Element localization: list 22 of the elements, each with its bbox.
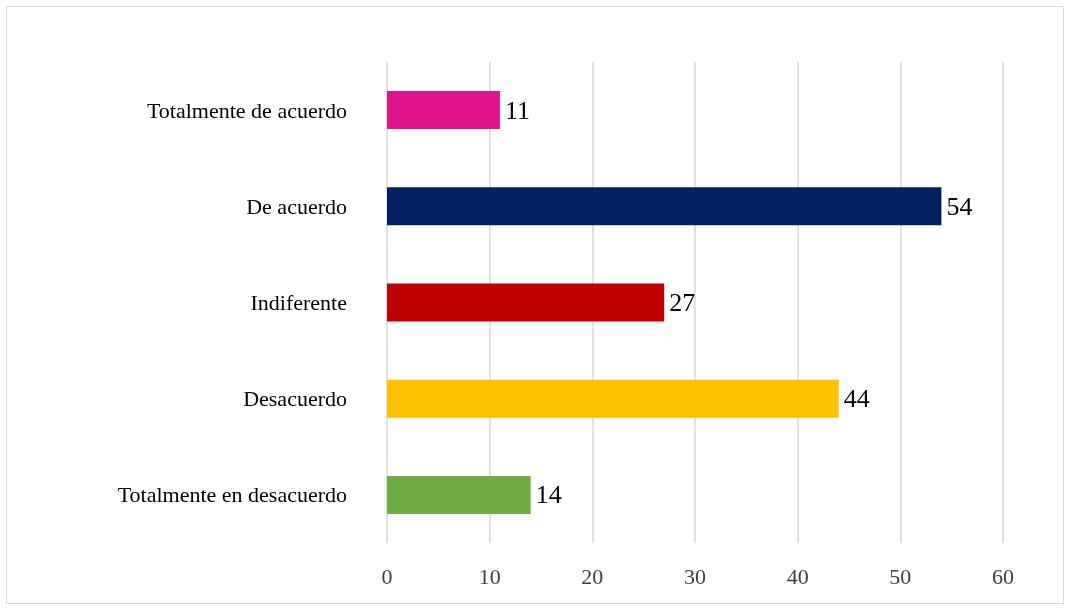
x-tick-label: 60 [992, 563, 1014, 589]
bar [387, 475, 531, 514]
y-tick-label: Totalmente en desacuerdo [117, 482, 347, 508]
data-label: 27 [669, 288, 696, 317]
x-tick-label: 10 [478, 563, 501, 589]
bar [387, 91, 500, 130]
bar [387, 187, 942, 226]
bar [387, 379, 839, 418]
x-tick-label: 30 [684, 563, 706, 589]
data-label: 14 [535, 480, 562, 510]
bar [387, 283, 665, 322]
x-tick-label: 0 [381, 563, 393, 589]
y-tick-label: Totalmente de acuerdo [146, 97, 347, 123]
y-tick-label: Desacuerdo [243, 386, 347, 412]
y-tick-label: Indiferente [250, 290, 347, 315]
data-label: 11 [504, 95, 530, 125]
x-tick-label: 20 [581, 563, 604, 589]
x-tick-label: 40 [786, 563, 809, 589]
x-tick-label: 50 [889, 563, 912, 589]
data-label: 54 [946, 191, 973, 221]
data-label: 44 [843, 384, 870, 414]
y-tick-label: De acuerdo [246, 193, 347, 219]
